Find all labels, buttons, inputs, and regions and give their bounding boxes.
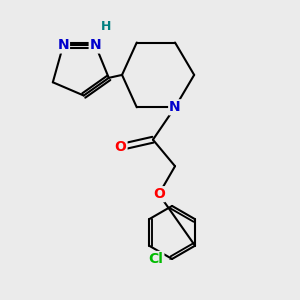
Text: O: O xyxy=(115,140,127,154)
Text: O: O xyxy=(153,187,165,201)
Text: N: N xyxy=(57,38,69,52)
Text: Cl: Cl xyxy=(148,252,163,266)
Text: N: N xyxy=(169,100,181,114)
Text: H: H xyxy=(100,20,111,33)
Text: N: N xyxy=(90,38,101,52)
